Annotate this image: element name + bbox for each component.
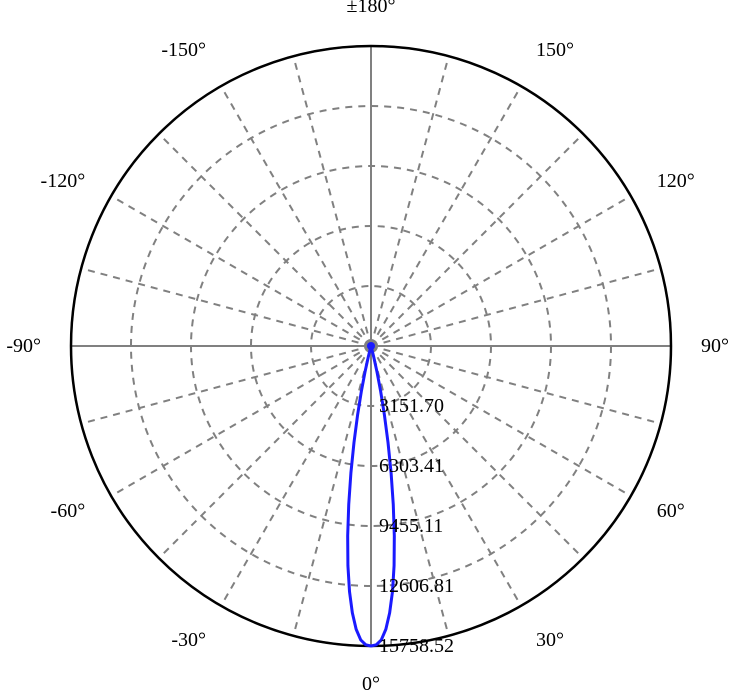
angular-spoke: [371, 268, 661, 346]
radial-label: 12606.81: [379, 575, 454, 597]
angular-spoke: [371, 196, 631, 346]
angle-label: -90°: [6, 335, 41, 357]
angle-label: ±180°: [347, 0, 396, 17]
angular-spoke: [159, 134, 371, 346]
angular-spoke: [371, 134, 583, 346]
radial-label: 15758.52: [379, 635, 454, 657]
angle-label: 90°: [701, 335, 729, 357]
angular-spoke: [371, 56, 449, 346]
radial-label: 9455.11: [379, 515, 443, 537]
angular-spoke: [221, 86, 371, 346]
angular-spoke: [371, 86, 521, 346]
angle-label: -30°: [171, 629, 206, 651]
angle-label: -150°: [161, 39, 206, 61]
angular-spoke: [293, 56, 371, 346]
angle-label: -60°: [51, 500, 86, 522]
angle-label: 0°: [362, 673, 380, 692]
angular-spoke: [159, 346, 371, 558]
angular-spoke: [81, 346, 371, 424]
series-origin-dot: [367, 342, 375, 350]
angular-spoke: [81, 268, 371, 346]
angular-spoke: [111, 346, 371, 496]
angular-spoke: [111, 196, 371, 346]
radial-label: 6303.41: [379, 455, 444, 477]
polar-chart: 0° 30° 60° 90° 120° 150° ±180° -150° -120° -90° -6…: [0, 0, 742, 692]
radial-label: 3151.70: [379, 395, 444, 417]
angular-spoke: [293, 346, 371, 636]
angle-label: -120°: [41, 170, 86, 192]
angle-label: 150°: [536, 39, 574, 61]
angle-label: 120°: [657, 170, 695, 192]
angle-label: 60°: [657, 500, 685, 522]
angle-label: 30°: [536, 629, 564, 651]
